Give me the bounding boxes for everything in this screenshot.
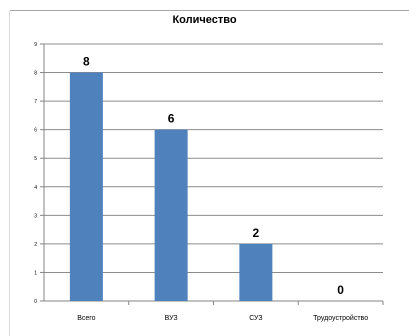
chart-title: Количество	[172, 14, 237, 26]
y-tick-label: 5	[34, 156, 37, 162]
data-label: 2	[253, 226, 260, 240]
y-tick-label: 6	[34, 128, 37, 134]
data-label: 8	[83, 55, 90, 69]
data-label: 6	[168, 112, 175, 126]
bar	[154, 129, 188, 301]
chart-border-top	[10, 10, 409, 11]
x-tick-label: СУЗ	[249, 315, 262, 322]
y-tick-label: 4	[34, 185, 37, 191]
x-tick-label: ВУЗ	[165, 315, 178, 322]
y-tick-label: 3	[34, 213, 37, 219]
x-tick-label: Трудоустройство	[313, 314, 368, 322]
bar	[239, 243, 273, 301]
y-tick-label: 1	[34, 270, 37, 276]
y-tick-label: 0	[34, 299, 37, 305]
bar	[69, 72, 103, 301]
y-tick-label: 8	[34, 71, 37, 77]
y-tick-label: 7	[34, 99, 37, 105]
y-tick-label: 2	[34, 242, 37, 248]
chart-border-left	[9, 11, 10, 336]
y-tick-label: 9	[34, 42, 37, 48]
data-label: 0	[337, 283, 344, 297]
x-tick-label: Всего	[77, 315, 95, 322]
